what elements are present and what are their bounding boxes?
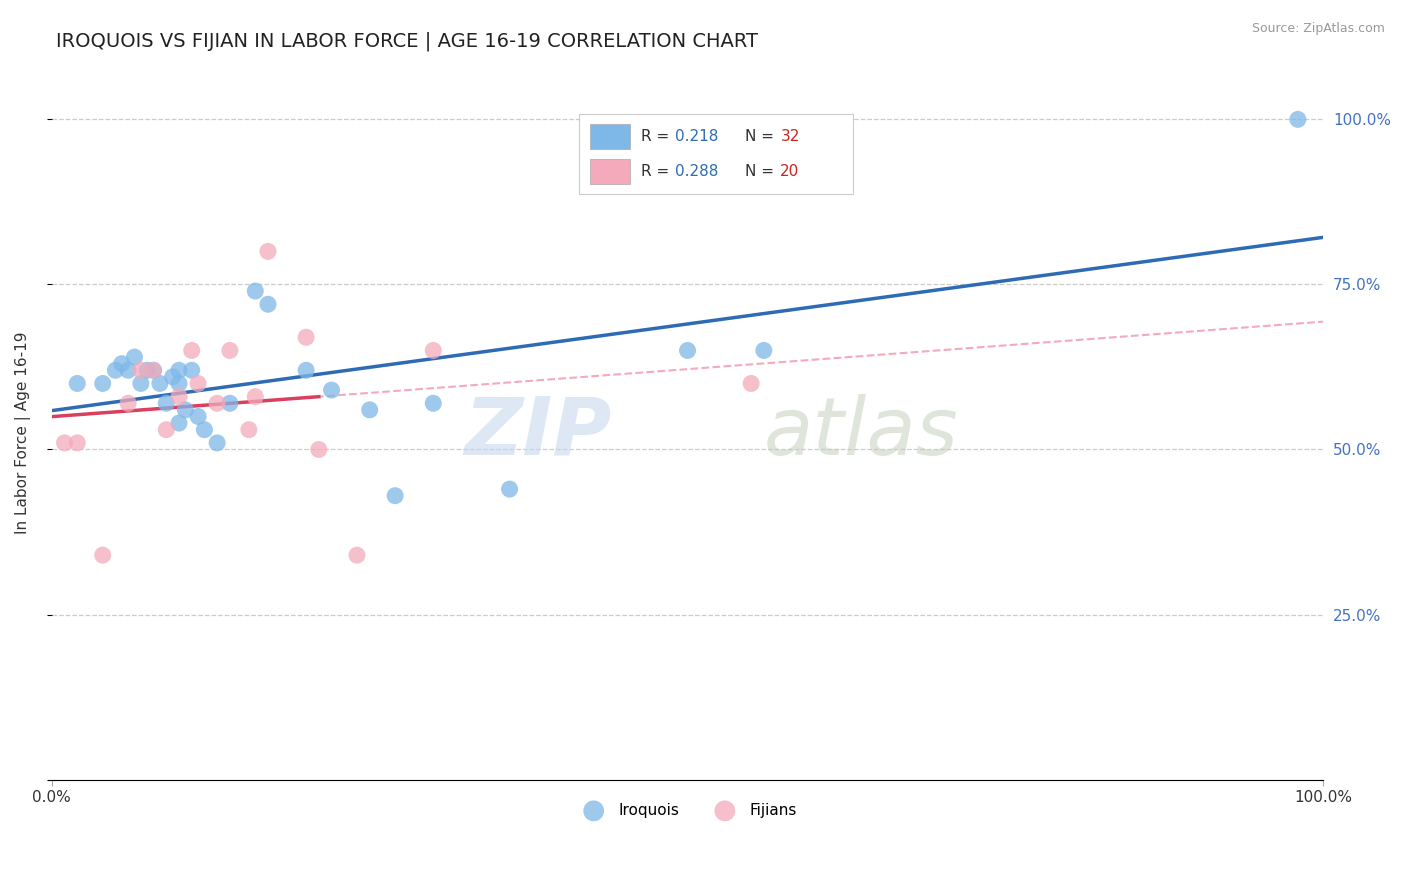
Point xyxy=(218,396,240,410)
Point xyxy=(498,482,520,496)
Point xyxy=(167,416,190,430)
Point xyxy=(149,376,172,391)
Point xyxy=(422,343,444,358)
Point xyxy=(295,363,318,377)
Point xyxy=(346,548,368,562)
Point xyxy=(308,442,330,457)
Point xyxy=(257,297,280,311)
Point xyxy=(238,423,260,437)
Point xyxy=(167,363,190,377)
Text: ZIP: ZIP xyxy=(464,394,612,472)
Legend: Iroquois, Fijians: Iroquois, Fijians xyxy=(572,797,803,824)
Y-axis label: In Labor Force | Age 16-19: In Labor Force | Age 16-19 xyxy=(15,332,31,534)
Point xyxy=(295,330,318,344)
Point xyxy=(422,396,444,410)
Point xyxy=(167,390,190,404)
Point xyxy=(136,363,159,377)
Point xyxy=(129,363,152,377)
Text: 0.218: 0.218 xyxy=(675,129,718,144)
Point xyxy=(245,390,267,404)
Point xyxy=(321,383,343,397)
Point xyxy=(676,343,699,358)
Text: N =: N = xyxy=(745,164,779,179)
Text: IROQUOIS VS FIJIAN IN LABOR FORCE | AGE 16-19 CORRELATION CHART: IROQUOIS VS FIJIAN IN LABOR FORCE | AGE … xyxy=(56,31,758,51)
Text: 20: 20 xyxy=(780,164,800,179)
Point xyxy=(104,363,127,377)
Point xyxy=(193,423,215,437)
Point xyxy=(142,363,165,377)
Point xyxy=(66,376,89,391)
Text: 0.288: 0.288 xyxy=(675,164,718,179)
Point xyxy=(205,396,228,410)
Point xyxy=(129,376,152,391)
Text: atlas: atlas xyxy=(763,394,959,472)
Point xyxy=(142,363,165,377)
Point xyxy=(91,376,114,391)
Text: 32: 32 xyxy=(780,129,800,144)
Text: N =: N = xyxy=(745,129,779,144)
Point xyxy=(117,363,139,377)
Point xyxy=(66,436,89,450)
FancyBboxPatch shape xyxy=(579,114,853,194)
Point xyxy=(752,343,775,358)
Point xyxy=(180,363,202,377)
Point xyxy=(111,357,134,371)
Point xyxy=(740,376,762,391)
Point xyxy=(174,403,197,417)
Point xyxy=(155,423,177,437)
Text: Source: ZipAtlas.com: Source: ZipAtlas.com xyxy=(1251,22,1385,36)
Point xyxy=(124,350,146,364)
Point xyxy=(187,409,209,424)
Point xyxy=(1286,112,1309,127)
Text: R =: R = xyxy=(641,129,673,144)
Bar xyxy=(589,159,630,184)
Point xyxy=(155,396,177,410)
Point xyxy=(359,403,381,417)
Point xyxy=(205,436,228,450)
Point xyxy=(162,369,184,384)
Point xyxy=(245,284,267,298)
Point xyxy=(384,489,406,503)
Point xyxy=(91,548,114,562)
Point xyxy=(117,396,139,410)
Point xyxy=(187,376,209,391)
Bar xyxy=(589,124,630,149)
Point xyxy=(180,343,202,358)
Text: R =: R = xyxy=(641,164,673,179)
Point xyxy=(257,244,280,259)
Point xyxy=(53,436,76,450)
Point xyxy=(167,376,190,391)
Point xyxy=(218,343,240,358)
